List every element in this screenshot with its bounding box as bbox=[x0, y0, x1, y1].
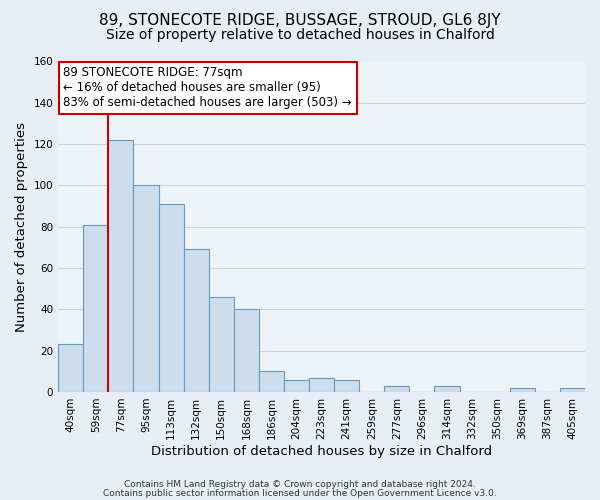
Text: 89, STONECOTE RIDGE, BUSSAGE, STROUD, GL6 8JY: 89, STONECOTE RIDGE, BUSSAGE, STROUD, GL… bbox=[99, 12, 501, 28]
Bar bbox=[560, 388, 585, 392]
Bar bbox=[83, 224, 109, 392]
Bar bbox=[259, 372, 284, 392]
Bar bbox=[158, 204, 184, 392]
Bar bbox=[434, 386, 460, 392]
Bar bbox=[385, 386, 409, 392]
Text: Size of property relative to detached houses in Chalford: Size of property relative to detached ho… bbox=[106, 28, 494, 42]
Text: Contains public sector information licensed under the Open Government Licence v3: Contains public sector information licen… bbox=[103, 488, 497, 498]
Y-axis label: Number of detached properties: Number of detached properties bbox=[15, 122, 28, 332]
Bar bbox=[234, 310, 259, 392]
Bar bbox=[133, 186, 158, 392]
Bar bbox=[58, 344, 83, 392]
Bar bbox=[334, 380, 359, 392]
Bar bbox=[284, 380, 309, 392]
Text: 89 STONECOTE RIDGE: 77sqm
← 16% of detached houses are smaller (95)
83% of semi-: 89 STONECOTE RIDGE: 77sqm ← 16% of detac… bbox=[64, 66, 352, 110]
Bar bbox=[109, 140, 133, 392]
X-axis label: Distribution of detached houses by size in Chalford: Distribution of detached houses by size … bbox=[151, 444, 492, 458]
Bar bbox=[309, 378, 334, 392]
Text: Contains HM Land Registry data © Crown copyright and database right 2024.: Contains HM Land Registry data © Crown c… bbox=[124, 480, 476, 489]
Bar bbox=[184, 250, 209, 392]
Bar bbox=[209, 297, 234, 392]
Bar bbox=[510, 388, 535, 392]
